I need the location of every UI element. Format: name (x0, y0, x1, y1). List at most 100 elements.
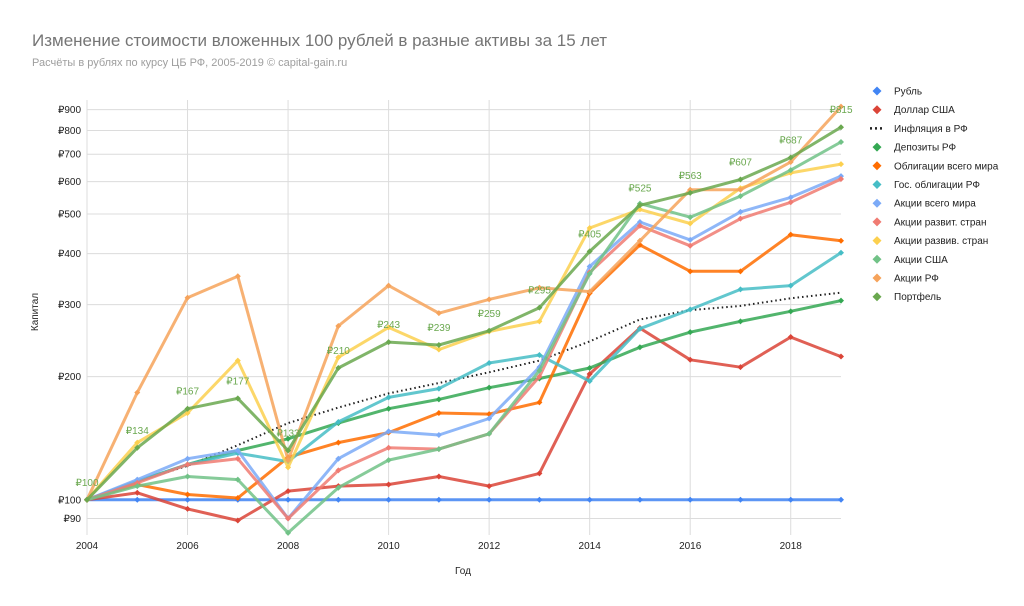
legend-label: Инфляция в РФ (894, 123, 968, 135)
grid (86, 100, 841, 535)
data-point (335, 418, 342, 425)
data-point (385, 481, 392, 488)
data-point (838, 237, 844, 244)
data-label: ₽295 (528, 286, 551, 297)
data-point (536, 304, 543, 311)
legend-marker (872, 105, 882, 115)
data-point (385, 282, 392, 289)
series-line (86, 326, 842, 522)
legend-marker (872, 180, 882, 189)
data-point (234, 395, 241, 402)
series-1 (84, 496, 844, 503)
data-point (787, 199, 794, 206)
data-point (586, 263, 593, 270)
data-point (787, 231, 794, 238)
legend-label: Акции США (894, 255, 948, 266)
data-label: ₽134 (126, 426, 149, 437)
data-point (536, 373, 543, 380)
data-point (486, 496, 493, 503)
data-point (385, 405, 392, 412)
data-label: ₽210 (327, 346, 350, 357)
data-point (787, 282, 794, 289)
series-line (85, 125, 842, 501)
data-label: ₽259 (478, 309, 501, 320)
data-label: ₽687 (779, 136, 802, 147)
data-point (636, 344, 643, 351)
data-point (435, 310, 442, 317)
y-tick-label: ₽400 (58, 249, 81, 260)
data-point (838, 161, 844, 168)
y-tick-label: ₽800 (58, 126, 81, 137)
data-point (636, 222, 643, 229)
series-line (86, 233, 842, 502)
data-point (838, 138, 844, 145)
data-point (234, 273, 241, 280)
data-point (435, 346, 442, 353)
data-point (687, 236, 694, 243)
data-point (285, 515, 292, 522)
x-tick-label: 2008 (277, 541, 300, 552)
data-point (234, 447, 241, 454)
data-point (687, 306, 694, 313)
y-tick-label: ₽100 (58, 495, 81, 506)
data-point (234, 357, 241, 364)
data-point (486, 430, 493, 437)
data-label: ₽167 (176, 387, 199, 398)
data-point (737, 496, 744, 503)
y-tick-label: ₽600 (58, 177, 81, 188)
data-point (687, 329, 694, 336)
legend-marker (872, 292, 882, 302)
legend-item: Депозиты РФ (872, 142, 956, 154)
data-point (435, 396, 442, 403)
legend-marker (872, 142, 882, 152)
x-tick-label: 2006 (176, 541, 199, 552)
legend-item: Рубль (872, 86, 922, 98)
legend-label: Доллар США (894, 105, 955, 116)
legend-marker (872, 236, 882, 246)
data-point (787, 308, 794, 315)
data-point (536, 284, 543, 291)
data-point (234, 494, 241, 501)
data-point (486, 360, 493, 367)
data-point (586, 378, 593, 385)
data-point (234, 455, 241, 462)
data-labels: ₽100 ₽134 ₽167 ₽177 ₽133 ₽210 ₽243 ₽239 ₽259 ₽295… (75, 105, 852, 489)
legend-label: Гос. облигации РФ (894, 179, 980, 191)
data-label: ₽607 (729, 158, 752, 169)
data-point (435, 496, 442, 503)
data-point (838, 103, 844, 110)
data-point (335, 467, 342, 474)
data-point (435, 473, 442, 480)
data-point (737, 215, 744, 222)
y-tick-label: ₽300 (58, 300, 81, 311)
data-point (536, 351, 543, 358)
legend-label: Депозиты РФ (894, 143, 956, 154)
data-point (134, 439, 141, 446)
legend-label: Акции РФ (894, 274, 939, 285)
data-point (335, 354, 342, 361)
legend-marker (872, 86, 882, 96)
data-label: ₽177 (226, 376, 249, 387)
data-point (285, 496, 292, 503)
data-point (486, 384, 493, 391)
data-point (335, 484, 342, 491)
data-point (737, 193, 744, 200)
data-point (385, 428, 392, 435)
legend-item: Акции РФ (872, 273, 939, 285)
data-point (536, 367, 543, 374)
legend-item: Доллар США (872, 105, 955, 116)
series-8 (84, 175, 844, 522)
legend-label: Облигации всего мира (894, 160, 999, 172)
data-point (435, 410, 442, 417)
legend-item: Акции развит. стран (872, 217, 986, 228)
data-point (687, 496, 694, 503)
legend-item: Облигации всего мира (872, 160, 999, 172)
y-tick-label: ₽200 (58, 372, 81, 383)
data-label: ₽243 (377, 320, 400, 331)
data-label: ₽525 (628, 183, 651, 194)
x-tick-label: 2012 (478, 541, 501, 552)
data-point (486, 483, 493, 490)
x-tick-label: 2010 (377, 541, 400, 552)
data-point (134, 444, 141, 451)
data-label: ₽100 (75, 478, 98, 489)
